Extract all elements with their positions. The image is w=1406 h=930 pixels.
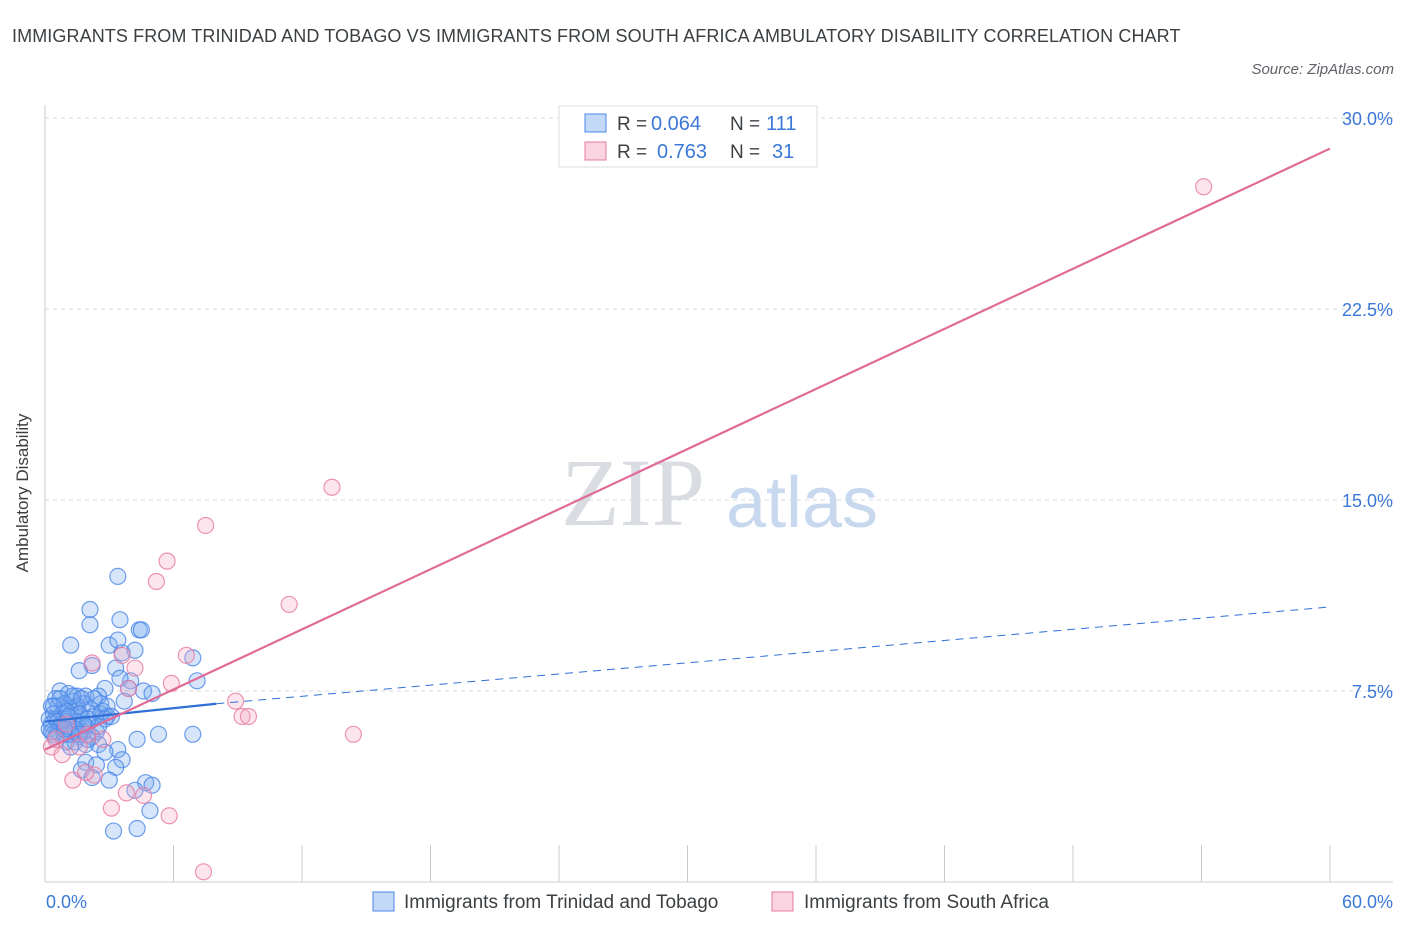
point-south-africa [344, 725, 362, 743]
point-south-africa [117, 784, 135, 802]
point-trinidad [104, 822, 123, 840]
point-trinidad [128, 819, 146, 838]
point-trinidad [81, 616, 99, 634]
point-south-africa [134, 786, 153, 805]
point-south-africa [280, 595, 298, 614]
point-trinidad [149, 725, 168, 743]
point-south-africa [197, 516, 215, 535]
chart-source: Source: ZipAtlas.com [1251, 61, 1394, 78]
y-tick-label: 22.5% [1342, 300, 1393, 320]
point-south-africa [233, 707, 251, 726]
axes: 7.5% 15.0% 22.5% 30.0% 0.0% 60.0% [44, 105, 1393, 912]
trend-line-trinidad [44, 702, 217, 723]
point-south-africa [147, 572, 165, 591]
legend-swatch-pink [771, 891, 794, 912]
x-tick-label: 0.0% [46, 892, 87, 912]
grid [45, 117, 1393, 692]
point-south-africa [119, 679, 138, 698]
point-south-africa [70, 738, 88, 756]
data-points [40, 178, 1213, 881]
legend-n-label: N = [730, 114, 760, 135]
point-trinidad [111, 611, 129, 629]
point-trinidad [70, 662, 88, 680]
legend-r-label: R = [617, 114, 647, 135]
point-south-africa [77, 763, 95, 782]
legend-swatch-blue [372, 891, 395, 912]
point-trinidad [184, 725, 202, 743]
point-trinidad [85, 690, 103, 708]
trend-lines [44, 147, 1331, 751]
point-south-africa [194, 863, 213, 881]
point-trinidad [72, 690, 91, 708]
trend-line-south-africa [44, 147, 1331, 751]
legend-swatch-pink [584, 141, 607, 161]
legend-item-trinidad: Immigrants from Trinidad and Tobago [404, 892, 718, 913]
point-trinidad [96, 743, 114, 761]
x-tick-label: 60.0% [1342, 892, 1393, 912]
legend-n-value: 31 [772, 141, 794, 163]
point-trinidad [81, 600, 99, 619]
point-trinidad [109, 740, 127, 759]
point-south-africa [113, 646, 131, 664]
watermark: ZIP atlas [561, 439, 878, 546]
point-south-africa [1195, 178, 1213, 196]
legend-swatch-blue [584, 113, 607, 133]
point-south-africa [227, 692, 245, 710]
point-south-africa [160, 807, 178, 825]
point-trinidad [100, 636, 118, 654]
point-south-africa [126, 659, 144, 677]
point-south-africa [83, 654, 101, 672]
y-tick-label: 7.5% [1352, 682, 1393, 702]
point-trinidad [109, 567, 127, 586]
point-south-africa [158, 552, 176, 570]
watermark-atlas: atlas [726, 463, 878, 543]
point-south-africa [239, 707, 258, 726]
legend-r-value: 0.064 [651, 113, 701, 135]
legend-n-value: 111 [766, 113, 796, 135]
point-trinidad [132, 621, 150, 639]
trend-line-trinidad-extension [216, 606, 1331, 705]
y-tick-label: 30.0% [1342, 109, 1393, 129]
point-trinidad [128, 730, 146, 748]
legend-item-south-africa: Immigrants from South Africa [804, 892, 1049, 913]
series-legend: Immigrants from Trinidad and Tobago Immi… [372, 891, 1049, 913]
watermark-zip: ZIP [561, 439, 705, 546]
point-trinidad [115, 692, 133, 710]
legend-r-label: R = [617, 142, 647, 163]
point-trinidad [44, 697, 63, 715]
point-south-africa [102, 799, 120, 817]
point-trinidad [62, 636, 80, 654]
point-trinidad [126, 641, 144, 659]
point-south-africa [53, 746, 71, 764]
point-south-africa [64, 771, 82, 789]
legend-n-label: N = [730, 142, 760, 163]
point-south-africa [323, 478, 341, 496]
point-trinidad [100, 771, 118, 789]
stats-legend: R = 0.064 N = 111 R = 0.763 N = 31 [558, 105, 818, 168]
point-trinidad [141, 802, 159, 820]
point-south-africa [177, 646, 195, 664]
legend-r-value: 0.763 [657, 141, 707, 163]
point-south-africa [94, 730, 112, 748]
chart-title: IMMIGRANTS FROM TRINIDAD AND TOBAGO VS I… [12, 26, 1181, 46]
y-axis-label: Ambulatory Disability [13, 413, 32, 572]
y-tick-label: 15.0% [1342, 491, 1393, 511]
